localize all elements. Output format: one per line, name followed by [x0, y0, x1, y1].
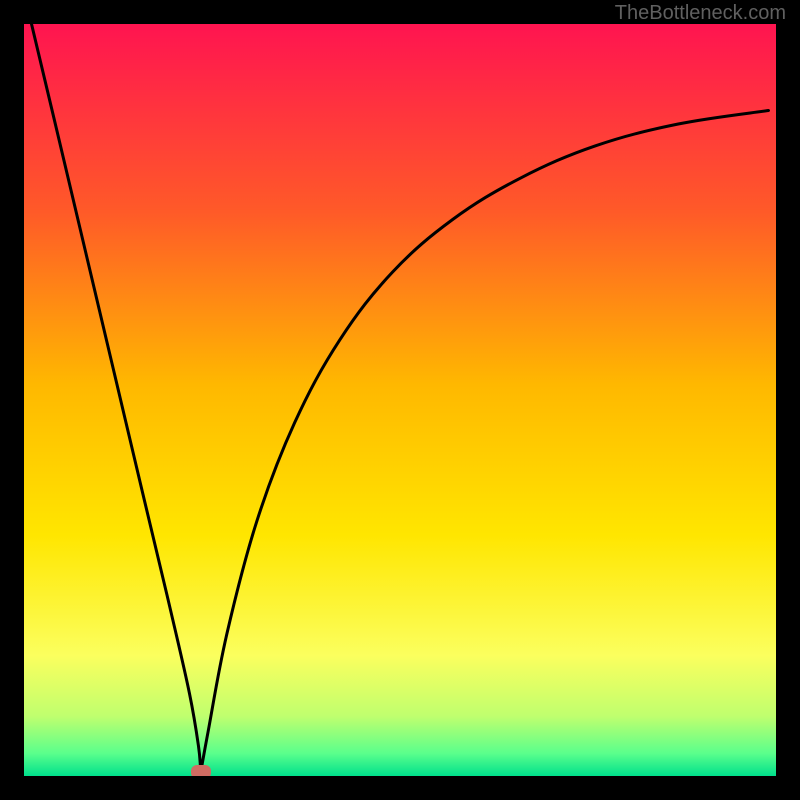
- curve-path: [32, 24, 769, 772]
- chart-container: TheBottleneck.com: [0, 0, 800, 800]
- attribution-text: TheBottleneck.com: [615, 2, 786, 25]
- bottleneck-curve: [24, 24, 776, 776]
- optimal-point-marker: [191, 765, 211, 776]
- plot-area: [24, 24, 776, 776]
